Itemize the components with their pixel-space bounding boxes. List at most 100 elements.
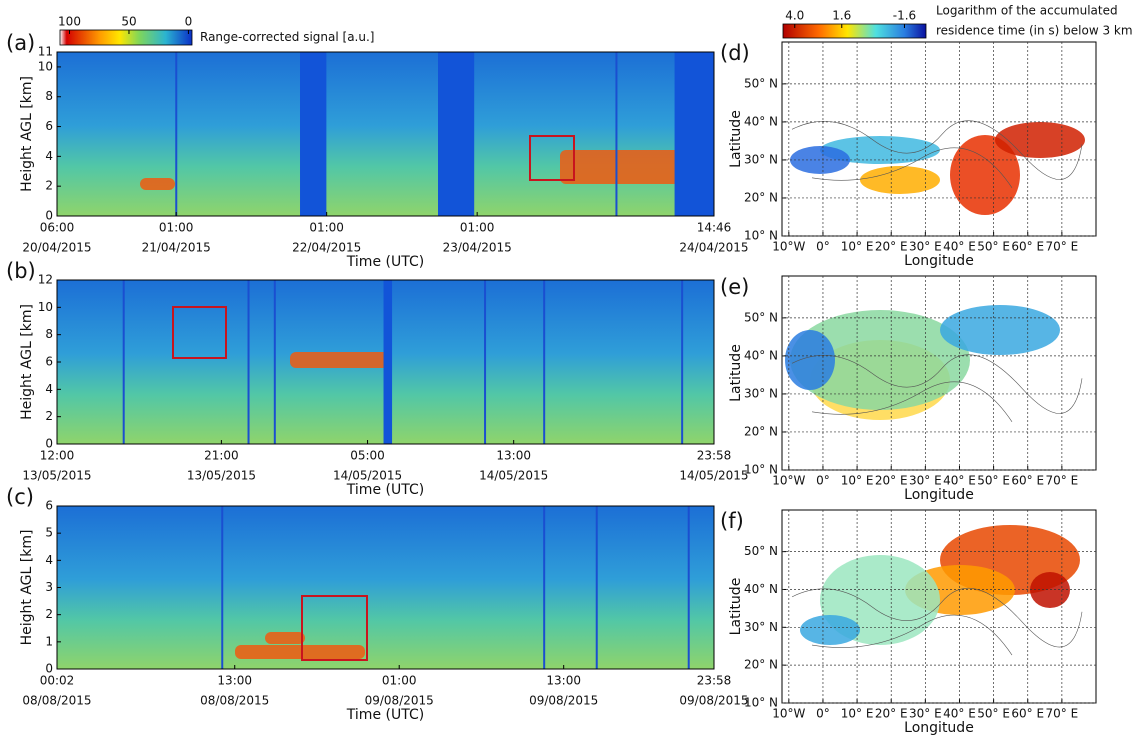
y-tick-label: 10	[38, 59, 53, 73]
x-tick-label: 21:00	[204, 449, 239, 463]
gap-block	[674, 52, 714, 216]
x-tick-label: 01:00	[382, 674, 417, 688]
x-tick-label: 01:00	[159, 221, 194, 235]
y-tick-label: 0	[45, 437, 53, 451]
x-tick-label: 23:58	[697, 674, 732, 688]
y-tick-label: 3	[45, 580, 53, 594]
x-tick-label: 00:02	[40, 674, 75, 688]
x-tick-label: 14:46	[697, 221, 732, 235]
panel-label: (a)	[6, 31, 35, 55]
x-tick-label: 10°W	[772, 474, 805, 488]
x-tick-label: 30° E	[909, 707, 942, 721]
x-tick-label: 12:00	[40, 449, 75, 463]
gap-stripe	[595, 506, 598, 669]
y-axis-label: Latitude	[728, 578, 744, 636]
x-axis-label: Longitude	[904, 720, 974, 736]
y-axis-label: Latitude	[728, 344, 744, 402]
y-tick-label: 20° N	[744, 658, 778, 672]
x-tick-label: 50° E	[977, 240, 1010, 254]
x-tick-label: 50° E	[977, 707, 1010, 721]
x-tick-label: 09/08/2015	[365, 694, 434, 708]
x-axis-label: Time (UTC)	[346, 254, 424, 270]
panel: 0 1 2 3 4 5 6 00:02 08/08/2015 13:00 08/08/2015 01:…	[6, 485, 749, 723]
x-tick-label: 10° E	[841, 707, 874, 721]
residence-area	[860, 166, 940, 194]
x-tick-label: 21/04/2015	[142, 241, 211, 255]
y-tick-label: 10	[38, 300, 53, 314]
x-tick-label: 70° E	[1046, 474, 1079, 488]
highlight-box	[172, 306, 227, 359]
x-axis-label: Time (UTC)	[346, 707, 424, 723]
residence-area	[950, 135, 1020, 215]
x-tick-label: 14/05/2015	[479, 469, 548, 483]
panel: 10° N 20° N 30° N 40° N 50° N 10°W 0° 10° E 20° …	[720, 275, 1097, 503]
x-tick-label: 23/04/2015	[443, 241, 512, 255]
colorbar-label: residence time (in s) below 3 km	[936, 24, 1132, 38]
y-tick-label: 4	[45, 553, 53, 567]
y-tick-label: 6	[45, 355, 53, 369]
y-tick-label: 50° N	[744, 544, 778, 558]
y-tick-label: 40° N	[744, 348, 778, 362]
x-tick-label: 14/05/2015	[333, 469, 402, 483]
signal-feature	[290, 352, 390, 368]
y-tick-label: 0	[45, 662, 53, 676]
colorbar-tick-label: 0	[185, 15, 193, 29]
gap-stripe	[543, 280, 546, 444]
x-tick-label: 01:00	[309, 221, 344, 235]
x-tick-label: 13:00	[496, 449, 531, 463]
signal-image	[57, 506, 714, 669]
x-tick-label: 22/04/2015	[292, 241, 361, 255]
gap-stripe	[247, 280, 250, 444]
x-tick-label: 10° E	[841, 474, 874, 488]
y-tick-label: 4	[45, 149, 53, 163]
y-tick-label: 10° N	[744, 463, 778, 477]
panel: 0 2 4 6 8 10 12 12:00 13/05/2015 21:00 13/05/2015 0…	[6, 259, 749, 498]
x-tick-label: 0°	[816, 707, 830, 721]
panel-label: (d)	[720, 41, 750, 65]
y-tick-label: 2	[45, 179, 53, 193]
y-tick-label: 12	[38, 273, 53, 287]
x-tick-label: 05:00	[350, 449, 385, 463]
x-tick-label: 14/05/2015	[679, 469, 748, 483]
y-tick-label: 0	[45, 209, 53, 223]
x-tick-label: 06:00	[40, 221, 75, 235]
y-axis-label: Height AGL [km]	[19, 530, 35, 646]
x-tick-label: 09/08/2015	[679, 694, 748, 708]
colorbar-tick-label: -1.6	[893, 9, 916, 23]
gap-block	[300, 52, 327, 216]
colorbar-label: Range-corrected signal [a.u.]	[200, 30, 374, 44]
x-tick-label: 0°	[816, 240, 830, 254]
y-tick-label: 10° N	[744, 696, 778, 710]
x-tick-label: 13:00	[546, 674, 581, 688]
y-tick-label: 2	[45, 409, 53, 423]
residence-area	[995, 122, 1085, 158]
x-tick-label: 13:00	[217, 674, 252, 688]
y-tick-label: 20° N	[744, 190, 778, 204]
x-tick-label: 40° E	[943, 474, 976, 488]
y-tick-label: 30° N	[744, 152, 778, 166]
residence-area	[800, 615, 860, 645]
signal-feature	[265, 632, 305, 644]
x-tick-label: 70° E	[1046, 707, 1079, 721]
y-tick-label: 30° N	[744, 620, 778, 634]
y-tick-label: 8	[45, 89, 53, 103]
y-tick-label: 50° N	[744, 310, 778, 324]
residence-area	[1030, 572, 1070, 608]
y-tick-label: 20° N	[744, 424, 778, 438]
panel: 10° N 20° N 30° N 40° N 50° N 10°W 0° 10° E 20° …	[720, 509, 1097, 736]
panel-label: (c)	[6, 485, 34, 509]
signal-feature	[560, 150, 680, 184]
x-tick-label: 24/04/2015	[679, 241, 748, 255]
x-tick-label: 60° E	[1011, 474, 1044, 488]
colorbar-tick-label: 1.6	[832, 9, 851, 23]
y-tick-label: 6	[45, 119, 53, 133]
y-axis-label: Latitude	[728, 110, 744, 168]
colorbar-tick-label: 100	[58, 15, 81, 29]
panel-label: (b)	[6, 259, 36, 283]
x-tick-label: 30° E	[909, 240, 942, 254]
x-axis-label: Longitude	[904, 487, 974, 503]
plot-frame	[56, 51, 715, 217]
panel: 10° N 20° N 30° N 40° N 50° N 10°W 0° 10° E 20° …	[720, 4, 1132, 270]
